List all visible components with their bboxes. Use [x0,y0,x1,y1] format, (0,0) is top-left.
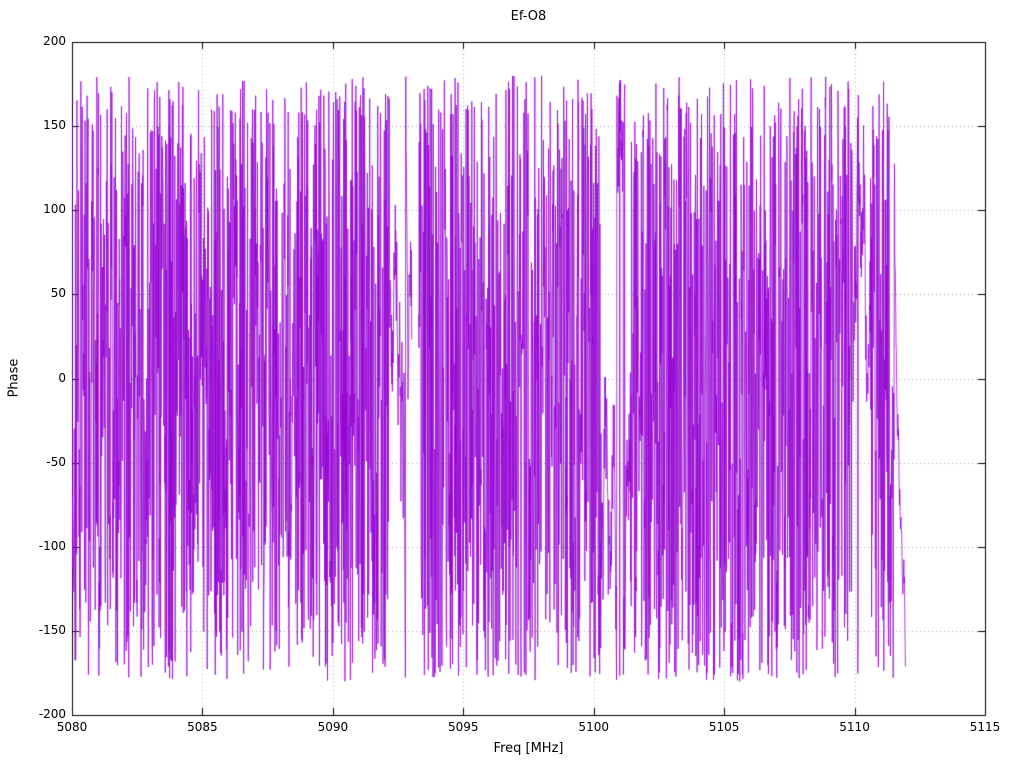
y-tick-label: -200 [38,707,66,721]
x-tick-label: 5085 [187,720,218,734]
x-tick-label: 5090 [317,720,349,734]
x-tick-label: 5105 [708,720,740,734]
x-tick-label: 5095 [448,720,479,734]
y-tick-label: -150 [38,622,66,637]
chart-title: Ef-O8 [510,9,547,24]
x-tick-label: 5110 [839,720,870,734]
y-tick-label: -50 [46,454,66,469]
x-tick-label: 5080 [56,720,88,734]
y-tick-label: 200 [43,34,66,48]
x-axis-label: Freq [MHz] [493,741,564,756]
y-tick-label: 100 [43,202,66,217]
y-tick-label: 150 [43,118,66,133]
y-tick-label: 0 [58,370,66,385]
x-tick-label: 5115 [969,720,1001,734]
x-tick-label: 5100 [578,720,609,734]
y-tick-label: -100 [38,538,66,553]
y-tick-label: 50 [50,286,66,301]
